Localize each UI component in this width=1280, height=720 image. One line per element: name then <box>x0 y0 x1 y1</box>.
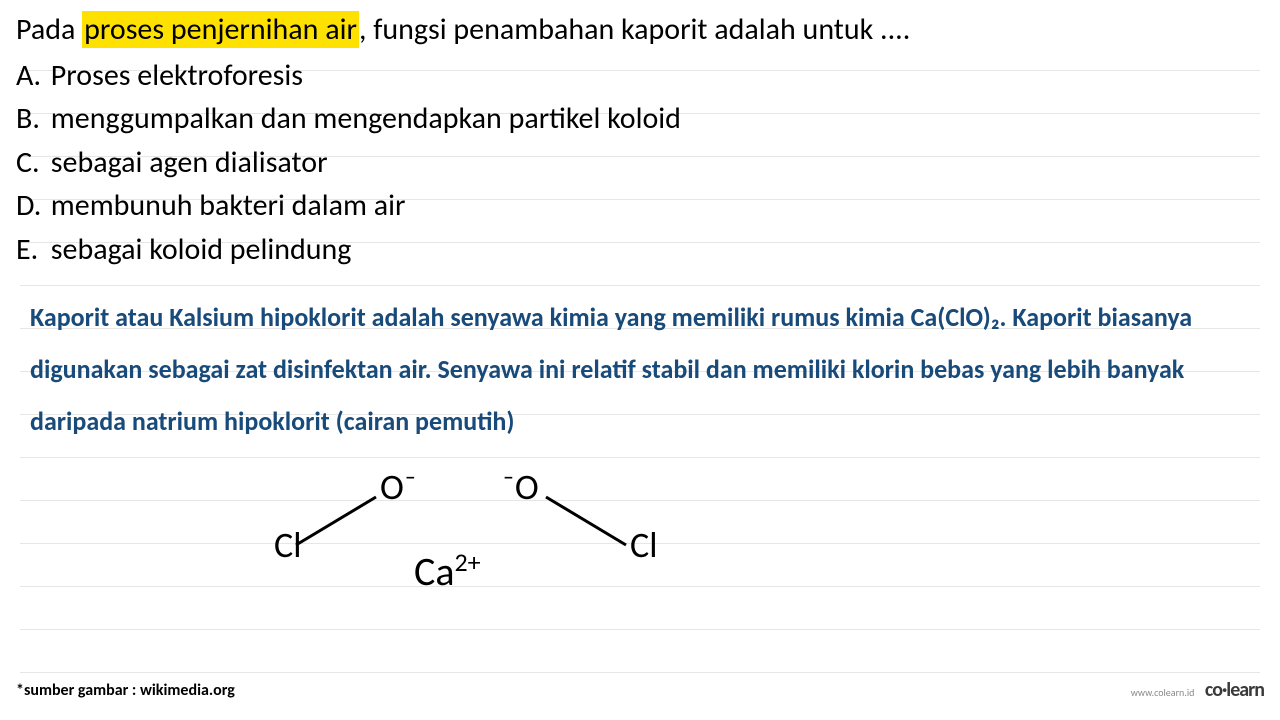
question-text: Pada proses penjernihan air, fungsi pena… <box>16 8 1264 52</box>
option-letter: A. <box>16 54 44 98</box>
explanation-text: Kaporit atau Kalsium hipoklorit adalah s… <box>30 291 1254 447</box>
option-letter: E. <box>16 228 44 272</box>
image-source: *sumber gambar : wikimedia.org <box>16 681 235 700</box>
bond-line <box>296 497 376 545</box>
diagram-svg: Cl O⁻ ⁻O Cl Ca2+ <box>246 455 706 615</box>
option-text: sebagai koloid pelindung <box>51 231 352 268</box>
option-a: A. Proses elektroforesis <box>16 54 1264 98</box>
options-list: A. Proses elektroforesis B. menggumpalka… <box>16 54 1264 272</box>
option-c: C. sebagai agen dialisator <box>16 141 1264 185</box>
option-letter: C. <box>16 141 44 185</box>
brand-url: www.colearn.id <box>1131 686 1195 699</box>
bond-line <box>546 497 626 545</box>
option-d: D. membunuh bakteri dalam air <box>16 184 1264 228</box>
option-letter: D. <box>16 184 44 228</box>
brand-logo: www.colearn.id co·learn <box>1131 678 1264 702</box>
option-text: sebagai agen dialisator <box>51 144 328 181</box>
label-ca: Ca2+ <box>414 546 481 596</box>
question-prefix: Pada <box>16 11 82 48</box>
label-o-left: O⁻ <box>380 465 417 509</box>
option-text: Proses elektroforesis <box>51 57 303 94</box>
label-cl-right: Cl <box>630 523 657 567</box>
label-o-right: ⁻O <box>502 465 539 509</box>
question-highlight: proses penjernihan air <box>82 11 359 48</box>
footer: *sumber gambar : wikimedia.org www.colea… <box>16 678 1264 702</box>
question-suffix: , fungsi penambahan kaporit adalah untuk… <box>359 11 910 48</box>
option-text: menggumpalkan dan mengendapkan partikel … <box>51 100 681 137</box>
label-cl-left: Cl <box>274 523 301 567</box>
option-e: E. sebagai koloid pelindung <box>16 228 1264 272</box>
content-area: Pada proses penjernihan air, fungsi pena… <box>16 8 1264 620</box>
option-letter: B. <box>16 97 44 141</box>
option-text: membunuh bakteri dalam air <box>51 187 406 224</box>
chemical-diagram: Cl O⁻ ⁻O Cl Ca2+ <box>16 455 1264 620</box>
brand-name: co·learn <box>1205 678 1264 702</box>
page: Pada proses penjernihan air, fungsi pena… <box>0 0 1280 720</box>
option-b: B. menggumpalkan dan mengendapkan partik… <box>16 97 1264 141</box>
